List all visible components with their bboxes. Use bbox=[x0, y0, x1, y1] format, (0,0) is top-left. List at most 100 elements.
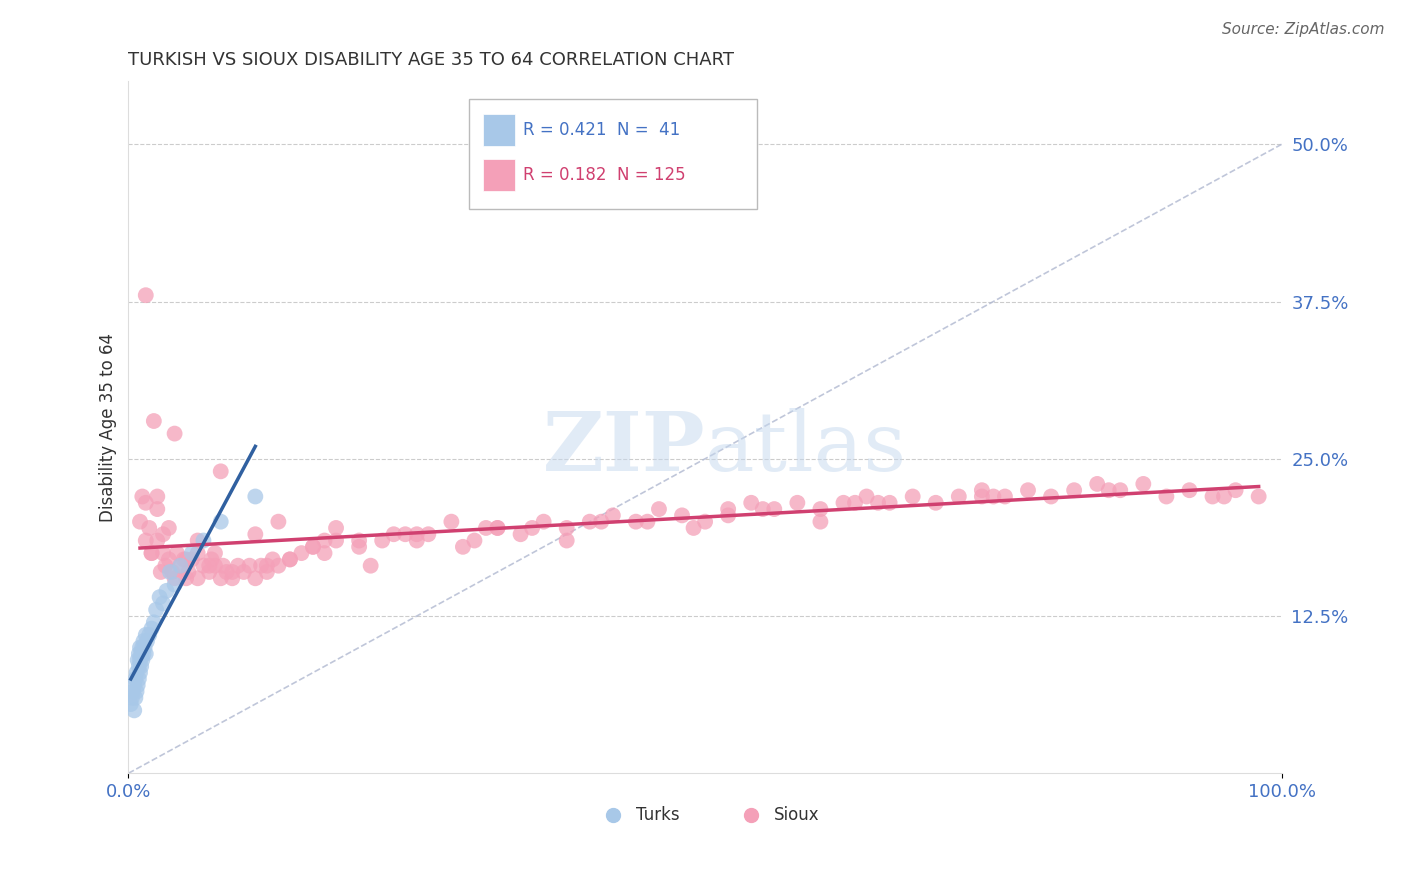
Point bbox=[1085, 477, 1108, 491]
Point bbox=[879, 496, 901, 510]
FancyBboxPatch shape bbox=[482, 159, 515, 191]
Point bbox=[132, 634, 155, 648]
Point bbox=[162, 565, 184, 579]
Point bbox=[325, 533, 347, 548]
Point bbox=[1225, 483, 1247, 498]
Point bbox=[138, 628, 160, 642]
Point bbox=[682, 521, 704, 535]
Point bbox=[578, 515, 600, 529]
Point bbox=[135, 288, 157, 302]
Point bbox=[221, 565, 243, 579]
Point bbox=[1040, 490, 1063, 504]
Point bbox=[149, 590, 172, 604]
Text: Turks: Turks bbox=[636, 805, 679, 824]
Point bbox=[360, 558, 382, 573]
Point bbox=[238, 558, 260, 573]
Point bbox=[509, 527, 531, 541]
Point bbox=[145, 603, 167, 617]
Point bbox=[533, 515, 555, 529]
Point bbox=[855, 490, 877, 504]
Point bbox=[256, 558, 278, 573]
Point bbox=[142, 414, 165, 428]
Point bbox=[602, 842, 624, 856]
Point bbox=[215, 565, 238, 579]
Point bbox=[209, 464, 232, 478]
Point bbox=[290, 546, 312, 560]
Point bbox=[129, 659, 152, 673]
Point bbox=[198, 558, 221, 573]
Point bbox=[994, 490, 1017, 504]
Point bbox=[624, 515, 647, 529]
Point bbox=[121, 690, 143, 705]
Point bbox=[129, 640, 152, 655]
Point bbox=[135, 496, 157, 510]
Point bbox=[124, 672, 146, 686]
Point bbox=[486, 521, 509, 535]
Point bbox=[752, 502, 775, 516]
Point bbox=[602, 508, 624, 523]
Point bbox=[832, 496, 855, 510]
Point bbox=[125, 665, 148, 680]
Point bbox=[198, 565, 221, 579]
Point bbox=[180, 546, 202, 560]
Point bbox=[135, 634, 157, 648]
Point bbox=[149, 565, 172, 579]
Point bbox=[671, 508, 693, 523]
Point bbox=[555, 533, 578, 548]
Point bbox=[193, 533, 215, 548]
Point bbox=[810, 502, 832, 516]
Point bbox=[302, 540, 325, 554]
Point bbox=[141, 546, 163, 560]
Point bbox=[135, 628, 157, 642]
Point bbox=[250, 558, 273, 573]
Point bbox=[925, 496, 948, 510]
Point bbox=[717, 508, 740, 523]
Point bbox=[325, 521, 347, 535]
FancyBboxPatch shape bbox=[468, 99, 756, 210]
Point bbox=[200, 552, 222, 566]
Point bbox=[1132, 477, 1154, 491]
Point bbox=[122, 703, 145, 717]
Point bbox=[141, 622, 163, 636]
Point bbox=[187, 571, 209, 585]
Point bbox=[983, 490, 1005, 504]
Point bbox=[128, 672, 150, 686]
Point bbox=[131, 640, 153, 655]
Point bbox=[163, 571, 186, 585]
Point bbox=[314, 533, 336, 548]
Point bbox=[122, 684, 145, 698]
Point bbox=[1178, 483, 1201, 498]
Point bbox=[844, 496, 866, 510]
Point bbox=[177, 565, 200, 579]
Point bbox=[135, 647, 157, 661]
Point bbox=[141, 546, 163, 560]
Point bbox=[135, 533, 157, 548]
Point bbox=[347, 533, 370, 548]
Point bbox=[1201, 490, 1223, 504]
Point bbox=[131, 653, 153, 667]
Text: Source: ZipAtlas.com: Source: ZipAtlas.com bbox=[1222, 22, 1385, 37]
Point bbox=[405, 533, 427, 548]
Point bbox=[267, 558, 290, 573]
Point bbox=[146, 490, 169, 504]
Point bbox=[520, 521, 543, 535]
Point bbox=[1156, 490, 1178, 504]
Point bbox=[129, 647, 152, 661]
Point bbox=[204, 546, 226, 560]
Point bbox=[591, 515, 613, 529]
Point bbox=[226, 558, 249, 573]
Point bbox=[262, 552, 284, 566]
Point bbox=[740, 842, 762, 856]
Point bbox=[810, 515, 832, 529]
Point bbox=[127, 678, 149, 692]
Point bbox=[475, 521, 498, 535]
Text: Sioux: Sioux bbox=[775, 805, 820, 824]
Point bbox=[180, 552, 202, 566]
Point bbox=[405, 527, 427, 541]
Point bbox=[245, 571, 267, 585]
Point bbox=[302, 540, 325, 554]
Point bbox=[142, 615, 165, 630]
Point bbox=[256, 565, 278, 579]
Point bbox=[155, 558, 177, 573]
Point bbox=[128, 647, 150, 661]
